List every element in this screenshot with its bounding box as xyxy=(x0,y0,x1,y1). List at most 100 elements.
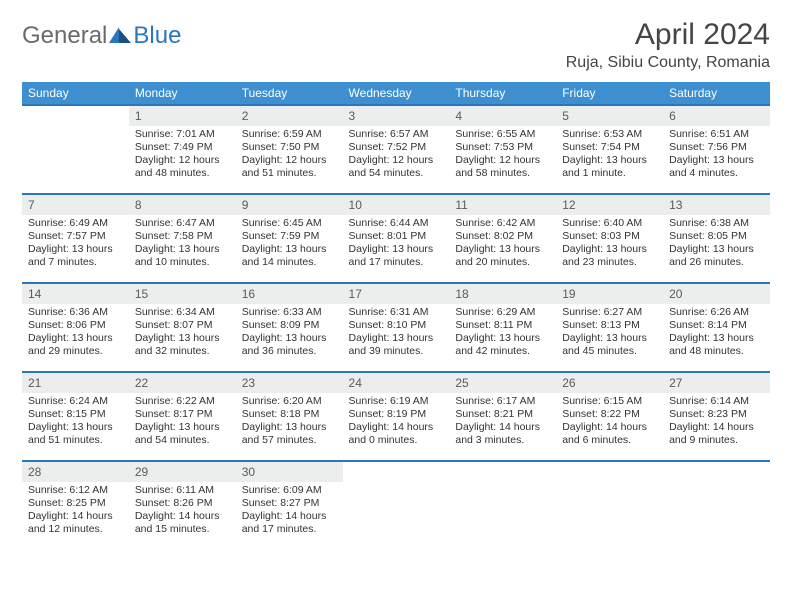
daylight2-text: and 3 minutes. xyxy=(455,434,550,447)
daylight2-text: and 6 minutes. xyxy=(562,434,657,447)
daylight2-text: and 7 minutes. xyxy=(28,256,123,269)
sunrise-text: Sunrise: 6:14 AM xyxy=(669,395,764,408)
sunrise-text: Sunrise: 6:59 AM xyxy=(242,128,337,141)
daylight1-text: Daylight: 14 hours xyxy=(669,421,764,434)
daylight1-text: Daylight: 13 hours xyxy=(562,243,657,256)
daylight2-text: and 26 minutes. xyxy=(669,256,764,269)
day-content-cell: Sunrise: 6:09 AMSunset: 8:27 PMDaylight:… xyxy=(236,482,343,550)
daylight1-text: Daylight: 12 hours xyxy=(455,154,550,167)
calendar-table: Sunday Monday Tuesday Wednesday Thursday… xyxy=(22,82,770,550)
weekday-header: Tuesday xyxy=(236,82,343,105)
day-content-cell: Sunrise: 6:31 AMSunset: 8:10 PMDaylight:… xyxy=(343,304,450,372)
day-content-cell: Sunrise: 6:29 AMSunset: 8:11 PMDaylight:… xyxy=(449,304,556,372)
day-content-cell xyxy=(449,482,556,550)
sunset-text: Sunset: 8:22 PM xyxy=(562,408,657,421)
daylight2-text: and 14 minutes. xyxy=(242,256,337,269)
sunset-text: Sunset: 8:25 PM xyxy=(28,497,123,510)
daylight2-text: and 29 minutes. xyxy=(28,345,123,358)
day-number-cell: 15 xyxy=(129,283,236,304)
day-number-cell: 4 xyxy=(449,105,556,126)
logo: General Blue xyxy=(22,18,181,50)
sunrise-text: Sunrise: 6:12 AM xyxy=(28,484,123,497)
sunrise-text: Sunrise: 6:22 AM xyxy=(135,395,230,408)
daylight2-text: and 57 minutes. xyxy=(242,434,337,447)
sunset-text: Sunset: 8:06 PM xyxy=(28,319,123,332)
sunrise-text: Sunrise: 6:27 AM xyxy=(562,306,657,319)
sunrise-text: Sunrise: 6:42 AM xyxy=(455,217,550,230)
daylight2-text: and 32 minutes. xyxy=(135,345,230,358)
sunset-text: Sunset: 8:26 PM xyxy=(135,497,230,510)
sunset-text: Sunset: 7:59 PM xyxy=(242,230,337,243)
sunrise-text: Sunrise: 6:49 AM xyxy=(28,217,123,230)
daylight1-text: Daylight: 13 hours xyxy=(669,332,764,345)
sunset-text: Sunset: 7:53 PM xyxy=(455,141,550,154)
daylight1-text: Daylight: 13 hours xyxy=(669,154,764,167)
daylight1-text: Daylight: 13 hours xyxy=(28,332,123,345)
day-number-cell: 1 xyxy=(129,105,236,126)
day-number-cell xyxy=(449,461,556,482)
daylight1-text: Daylight: 13 hours xyxy=(242,243,337,256)
sunrise-text: Sunrise: 6:24 AM xyxy=(28,395,123,408)
sunrise-text: Sunrise: 6:51 AM xyxy=(669,128,764,141)
day-number-cell: 3 xyxy=(343,105,450,126)
daylight1-text: Daylight: 12 hours xyxy=(242,154,337,167)
sunrise-text: Sunrise: 6:15 AM xyxy=(562,395,657,408)
sunset-text: Sunset: 8:10 PM xyxy=(349,319,444,332)
weekday-header: Friday xyxy=(556,82,663,105)
daylight2-text: and 9 minutes. xyxy=(669,434,764,447)
day-number-row: 21222324252627 xyxy=(22,372,770,393)
day-content-cell: Sunrise: 6:55 AMSunset: 7:53 PMDaylight:… xyxy=(449,126,556,194)
sunset-text: Sunset: 8:14 PM xyxy=(669,319,764,332)
daylight2-text: and 0 minutes. xyxy=(349,434,444,447)
header: General Blue April 2024 Ruja, Sibiu Coun… xyxy=(22,18,770,72)
daylight2-text: and 45 minutes. xyxy=(562,345,657,358)
day-content-cell: Sunrise: 6:20 AMSunset: 8:18 PMDaylight:… xyxy=(236,393,343,461)
sunset-text: Sunset: 7:54 PM xyxy=(562,141,657,154)
day-content-row: Sunrise: 6:36 AMSunset: 8:06 PMDaylight:… xyxy=(22,304,770,372)
sunrise-text: Sunrise: 6:26 AM xyxy=(669,306,764,319)
sunset-text: Sunset: 7:57 PM xyxy=(28,230,123,243)
daylight2-text: and 54 minutes. xyxy=(135,434,230,447)
sunset-text: Sunset: 8:21 PM xyxy=(455,408,550,421)
weekday-header: Wednesday xyxy=(343,82,450,105)
day-content-cell: Sunrise: 6:11 AMSunset: 8:26 PMDaylight:… xyxy=(129,482,236,550)
sunrise-text: Sunrise: 6:44 AM xyxy=(349,217,444,230)
daylight1-text: Daylight: 14 hours xyxy=(562,421,657,434)
daylight2-text: and 36 minutes. xyxy=(242,345,337,358)
sunset-text: Sunset: 8:07 PM xyxy=(135,319,230,332)
daylight2-text: and 17 minutes. xyxy=(349,256,444,269)
daylight1-text: Daylight: 13 hours xyxy=(455,332,550,345)
day-number-row: 78910111213 xyxy=(22,194,770,215)
sunrise-text: Sunrise: 6:19 AM xyxy=(349,395,444,408)
sunrise-text: Sunrise: 6:40 AM xyxy=(562,217,657,230)
sunset-text: Sunset: 8:11 PM xyxy=(455,319,550,332)
daylight2-text: and 10 minutes. xyxy=(135,256,230,269)
logo-text-general: General xyxy=(22,22,107,50)
sunset-text: Sunset: 8:18 PM xyxy=(242,408,337,421)
daylight1-text: Daylight: 13 hours xyxy=(455,243,550,256)
day-number-cell: 12 xyxy=(556,194,663,215)
day-content-cell xyxy=(663,482,770,550)
day-number-cell: 24 xyxy=(343,372,450,393)
daylight2-text: and 39 minutes. xyxy=(349,345,444,358)
daylight2-text: and 12 minutes. xyxy=(28,523,123,536)
day-content-cell: Sunrise: 6:42 AMSunset: 8:02 PMDaylight:… xyxy=(449,215,556,283)
sunrise-text: Sunrise: 6:36 AM xyxy=(28,306,123,319)
day-content-cell: Sunrise: 6:14 AMSunset: 8:23 PMDaylight:… xyxy=(663,393,770,461)
logo-text-blue: Blue xyxy=(133,22,181,50)
daylight1-text: Daylight: 13 hours xyxy=(242,332,337,345)
daylight1-text: Daylight: 14 hours xyxy=(455,421,550,434)
day-content-cell xyxy=(556,482,663,550)
sunset-text: Sunset: 7:58 PM xyxy=(135,230,230,243)
day-content-cell xyxy=(22,126,129,194)
day-number-cell: 20 xyxy=(663,283,770,304)
sunset-text: Sunset: 8:05 PM xyxy=(669,230,764,243)
daylight2-text: and 42 minutes. xyxy=(455,345,550,358)
day-content-cell: Sunrise: 6:17 AMSunset: 8:21 PMDaylight:… xyxy=(449,393,556,461)
sunset-text: Sunset: 7:50 PM xyxy=(242,141,337,154)
daylight2-text: and 15 minutes. xyxy=(135,523,230,536)
sunrise-text: Sunrise: 6:31 AM xyxy=(349,306,444,319)
sunrise-text: Sunrise: 6:34 AM xyxy=(135,306,230,319)
day-content-row: Sunrise: 6:24 AMSunset: 8:15 PMDaylight:… xyxy=(22,393,770,461)
day-number-cell: 2 xyxy=(236,105,343,126)
